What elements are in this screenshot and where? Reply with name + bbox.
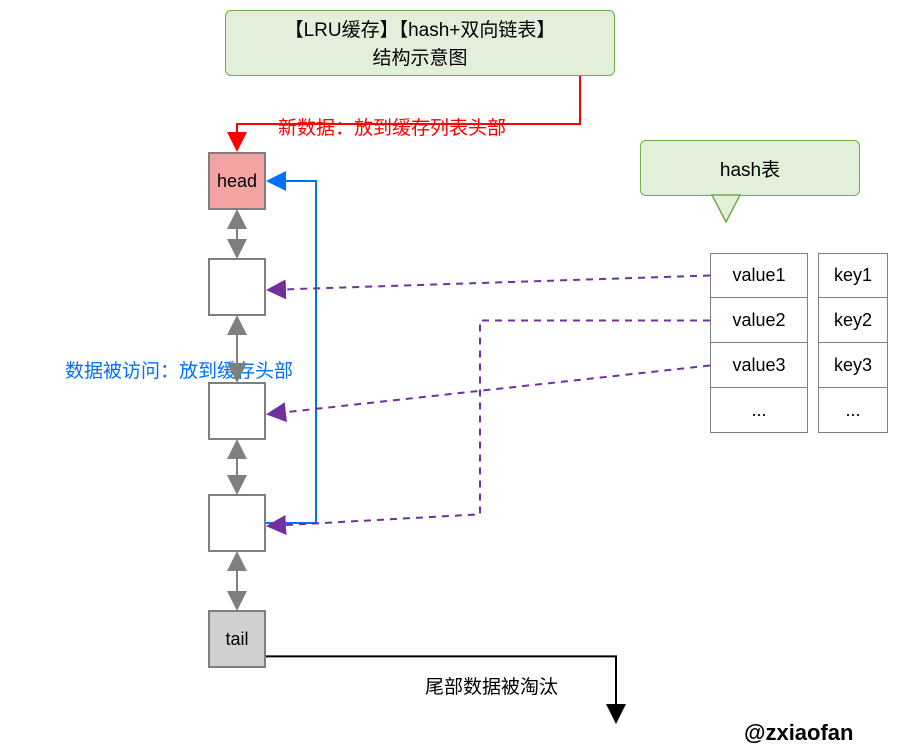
value-cell-row-0: value1 (710, 253, 808, 298)
hash-label-box: hash表 (640, 140, 860, 196)
value-cell-row-1: value2 (710, 298, 808, 343)
title-line1: 【LRU缓存】【hash+双向链表】 (242, 17, 598, 45)
hash-keys-column: key1key2key3... (818, 253, 888, 433)
value-cell-row-2: value3 (710, 343, 808, 388)
key-cell-row-0: key1 (818, 253, 888, 298)
node-2 (208, 382, 266, 440)
key-cell-row-3: ... (818, 388, 888, 433)
title-box: 【LRU缓存】【hash+双向链表】 结构示意图 (225, 10, 615, 76)
node-head: head (208, 152, 266, 210)
title-line2: 结构示意图 (242, 45, 598, 73)
node-head-label: head (217, 171, 257, 192)
hash-label-text: hash表 (720, 155, 780, 182)
value-cell-row-3: ... (710, 388, 808, 433)
hash-values-column: value1value2value3... (710, 253, 808, 433)
node-tail-label: tail (225, 629, 248, 650)
node-3 (208, 494, 266, 552)
label-evict: 尾部数据被淘汰 (425, 672, 558, 699)
key-cell-row-2: key3 (818, 343, 888, 388)
node-1 (208, 258, 266, 316)
node-tail: tail (208, 610, 266, 668)
label-accessed: 数据被访问：放到缓存头部 (65, 356, 293, 383)
key-cell-row-1: key2 (818, 298, 888, 343)
watermark: @zxiaofan (744, 720, 853, 746)
label-new-data: 新数据：放到缓存列表头部 (278, 113, 506, 140)
